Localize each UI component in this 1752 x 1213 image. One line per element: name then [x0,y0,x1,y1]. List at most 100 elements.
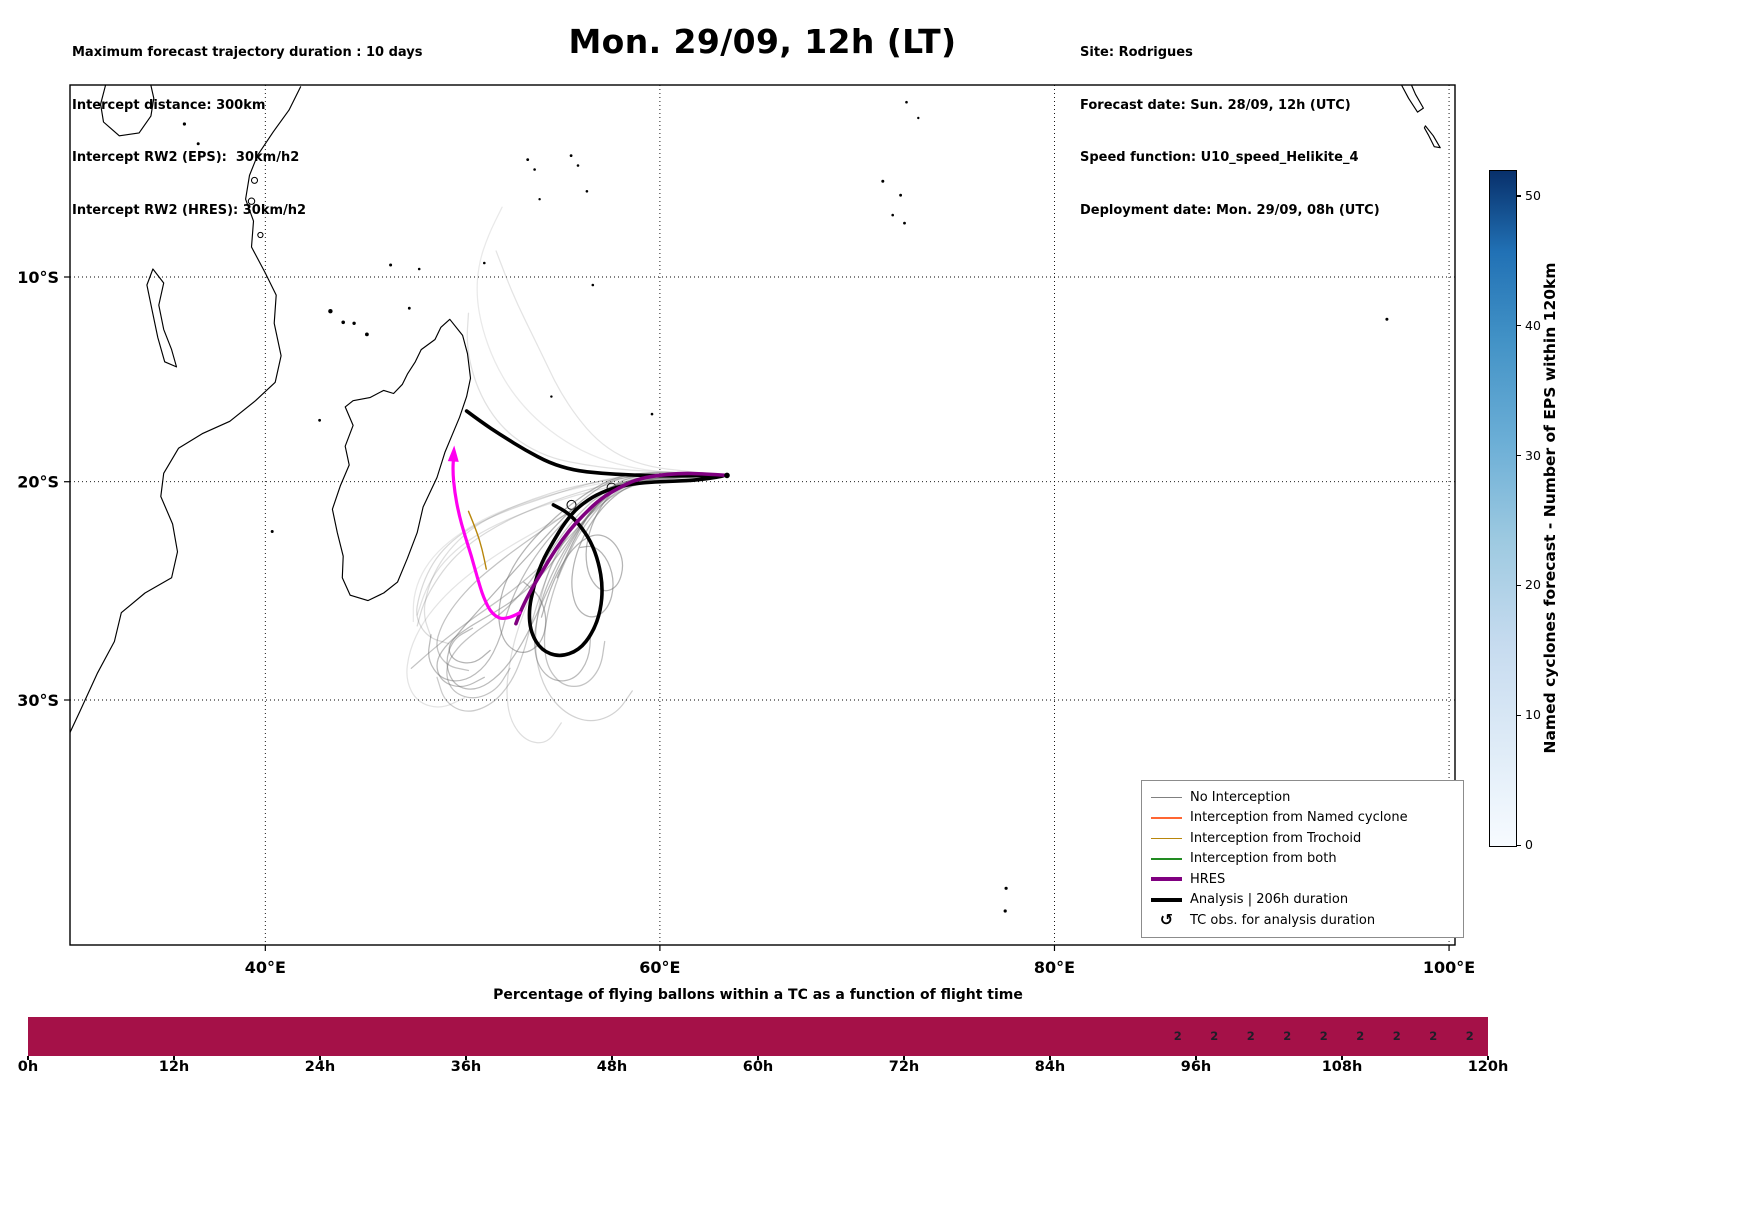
colorbar-tick-label: 40 [1525,317,1541,333]
y-tick-label: 20°S [17,473,59,492]
eps-trajectory [406,474,728,708]
tc-count-annotation: 2 [1429,1029,1438,1043]
colorbar-tick [1517,584,1521,587]
bottom-x-tick-label: 72h [888,1059,920,1075]
legend-label: Interception from Named cyclone [1190,810,1408,826]
x-tick-label: 60°E [639,958,680,977]
bottom-x-tick-label: 84h [1034,1059,1066,1075]
legend-item: Interception from Trochoid [1151,828,1455,849]
info-forecast-date: Forecast date: Sun. 28/09, 12h (UTC) [1080,97,1351,113]
legend-item: ↺ TC obs. for analysis duration [1151,910,1455,931]
legend-line-sample [1151,858,1182,860]
island [1004,886,1008,890]
bottom-x-tick [1341,1056,1343,1060]
island [899,193,902,197]
island [533,168,536,171]
trajectory-arrowhead [447,445,459,462]
colorbar-tick [1517,714,1521,716]
tc-count-annotation: 2 [1356,1029,1365,1043]
info-speed-function: Speed function: U10_speed_Helikite_4 [1080,150,1359,165]
coastline-lake-malawi [146,268,178,368]
coastline-lake-victoria [100,85,155,137]
colorbar-tick [1517,325,1521,327]
info-deployment-date: Deployment date: Mon. 29/09, 08h (UTC) [1080,202,1380,218]
bottom-x-tick [1195,1056,1197,1060]
island [881,179,885,183]
legend-label: Interception from Trochoid [1190,830,1362,846]
series-analysis [464,409,726,658]
island [247,197,256,205]
legend-label: Interception from both [1190,851,1337,867]
deployment-point [724,472,730,479]
bottom-x-tick [611,1056,613,1060]
map-frame [69,84,1456,946]
island [417,267,421,271]
colorbar-tick-label: 20 [1525,577,1541,593]
legend-label: Analysis | 206h duration [1190,892,1349,908]
forecast-parameters: Maximum forecast trajectory duration : 1… [72,9,423,237]
tc-count-annotation: 2 [1465,1029,1474,1043]
x-tick-label: 40°E [245,958,286,977]
tc-count-annotation: 2 [1210,1029,1219,1043]
x-tick-label: 80°E [1034,958,1075,977]
map-content [70,85,1441,913]
legend-line-sample [1151,877,1182,882]
eps-trajectory [466,312,728,477]
legend-item: Interception from both [1151,849,1455,870]
island [526,158,530,162]
bottom-chart-title: Percentage of flying ballons within a TC… [493,987,1023,1003]
bottom-x-tick-label: 24h [304,1059,336,1075]
legend-label: No Interception [1190,789,1291,805]
colorbar-tick [1517,844,1521,846]
eps-trajectory [410,474,728,669]
eps-trajectory [446,473,728,699]
island [483,261,486,265]
island [576,164,580,167]
tc-obs-icon: ↺ [1159,910,1174,930]
eps-trajectory [436,474,728,672]
eps-trajectory [498,471,728,653]
series-hres [514,471,729,626]
eps-trajectory [476,206,728,477]
eps-trajectory [533,474,728,682]
colorbar-tick [1517,195,1521,197]
island [389,263,393,267]
coastline-sumatra-islands-2 [1423,125,1441,149]
bottom-x-tick-label: 36h [450,1059,482,1075]
param-intercept-rw2-eps: Intercept RW2 (EPS): 30km/h2 [72,150,300,165]
bottom-x-tick [173,1056,175,1060]
colorbar-tick-label: 0 [1525,837,1533,852]
island [1385,317,1389,321]
colorbar-tick-label: 50 [1525,187,1541,203]
eps-trajectory [412,474,728,623]
island [365,332,369,337]
colorbar-tick-label: 30 [1525,447,1541,463]
bottom-x-tick-label: 120h [1467,1059,1509,1075]
island [182,122,186,126]
tc-count-annotation: 2 [1392,1029,1401,1043]
eps-trajectory [428,474,728,682]
colorbar-tick [1517,455,1521,457]
island [341,320,346,325]
bottom-x-tick-label: 48h [596,1059,628,1075]
island [538,198,541,201]
legend-item: No Interception [1151,787,1455,808]
bottom-x-tick-label: 60h [742,1059,774,1075]
eps-trajectory [446,473,728,690]
bottom-x-tick [903,1056,905,1060]
coastline-sumatra-islands-1 [1401,85,1424,113]
bottom-x-tick-label: 12h [158,1059,190,1075]
legend-label: TC obs. for analysis duration [1190,912,1376,928]
bottom-x-tick [1487,1056,1489,1060]
island [318,418,321,422]
eps-trajectory [416,472,728,645]
bottom-x-tick-label: 108h [1321,1059,1363,1075]
island [903,221,906,225]
bottom-x-tick [319,1056,321,1060]
legend-line-sample [1151,897,1182,902]
island [917,116,920,120]
map-legend: No Interception Interception from Named c… [1141,780,1464,938]
island [250,176,259,184]
balloon-percentage-bar [28,1017,1488,1056]
